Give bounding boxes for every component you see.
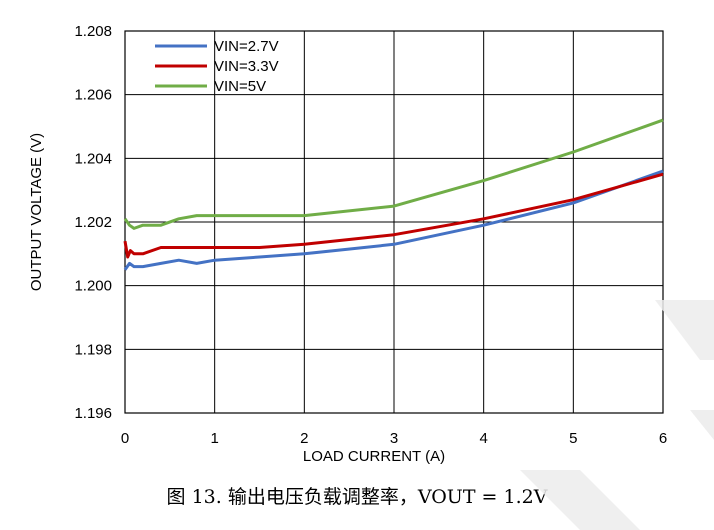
series-line-vin-5v xyxy=(123,118,664,230)
y-tick-label: 1.200 xyxy=(74,278,112,295)
x-tick-label: 0 xyxy=(121,430,129,447)
x-tick-label: 1 xyxy=(210,430,218,447)
x-tick-label: 2 xyxy=(300,430,308,447)
figure-caption: 图 13. 输出电压负载调整率，VOUT = 1.2V xyxy=(166,486,548,508)
y-tick-label: 1.206 xyxy=(74,87,112,104)
y-tick-label: 1.204 xyxy=(74,150,112,167)
legend-label: VIN=3.3V xyxy=(214,58,279,75)
x-tick-label: 4 xyxy=(479,430,487,447)
legend-label: VIN=2.7V xyxy=(214,38,279,55)
x-tick-label: 5 xyxy=(569,430,577,447)
series-line-vin-3-3v xyxy=(123,172,664,259)
y-tick-label: 1.198 xyxy=(74,341,112,358)
x-axis-title: LOAD CURRENT (A) xyxy=(303,448,445,465)
x-tick-label: 3 xyxy=(390,430,398,447)
y-tick-label: 1.196 xyxy=(74,405,112,422)
y-tick-label: 1.208 xyxy=(74,23,112,40)
y-tick-label: 1.202 xyxy=(74,214,112,231)
series-line-vin-2-7v xyxy=(123,169,664,271)
legend-label: VIN=5V xyxy=(214,78,266,95)
plot-frame xyxy=(124,30,664,414)
y-axis-title: OUTPUT VOLTAGE (V) xyxy=(28,133,45,291)
x-tick-label: 6 xyxy=(659,430,667,447)
